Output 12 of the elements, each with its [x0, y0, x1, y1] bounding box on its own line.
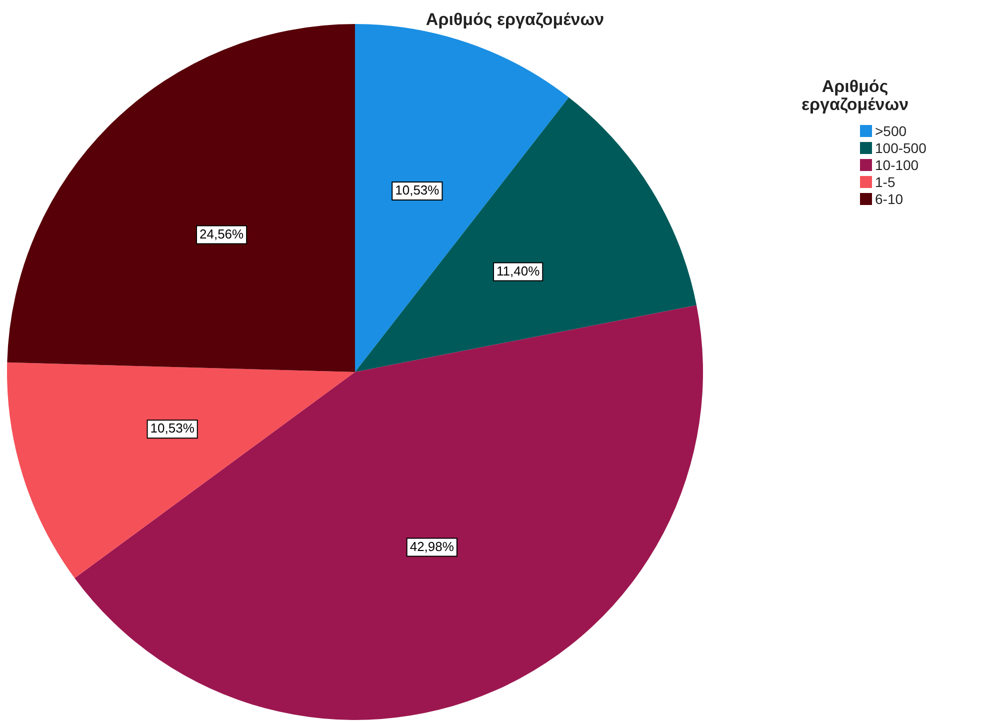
legend-label: >500 [875, 122, 907, 138]
data-label: 24,56% [199, 226, 244, 242]
legend-label: 6-10 [875, 190, 904, 206]
legend-label: 1-5 [875, 174, 896, 190]
data-label: 10,53% [150, 420, 195, 436]
chart-title: Αριθμός εργαζομένων [424, 10, 606, 30]
data-label: 42,98% [410, 538, 454, 554]
data-label: 10,53% [395, 182, 440, 198]
legend-title: Αριθμός εργαζομένων [800, 77, 910, 114]
legend-label: 10-100 [875, 156, 919, 172]
data-label: 11,40% [496, 263, 540, 278]
legend-label: 100-500 [875, 140, 926, 156]
